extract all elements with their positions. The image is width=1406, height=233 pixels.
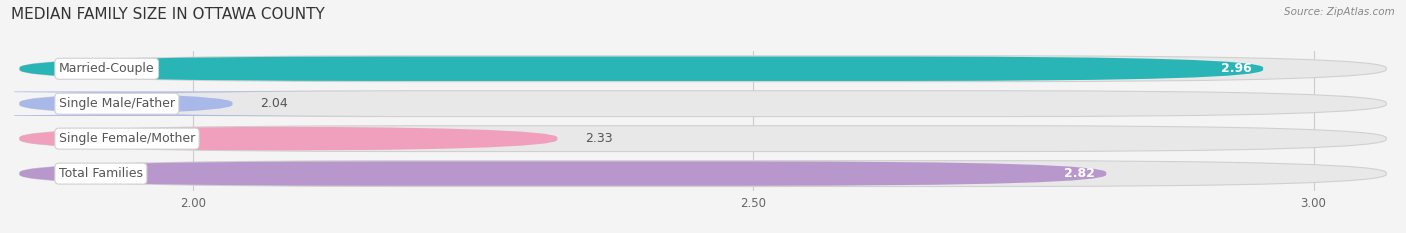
Text: Married-Couple: Married-Couple [59, 62, 155, 75]
Text: Total Families: Total Families [59, 167, 143, 180]
Text: Single Female/Mother: Single Female/Mother [59, 132, 195, 145]
Text: 2.33: 2.33 [585, 132, 613, 145]
FancyBboxPatch shape [20, 126, 1386, 152]
FancyBboxPatch shape [20, 56, 1386, 82]
FancyBboxPatch shape [20, 91, 1386, 117]
Text: 2.96: 2.96 [1222, 62, 1251, 75]
FancyBboxPatch shape [20, 161, 1386, 187]
FancyBboxPatch shape [20, 126, 557, 151]
Text: Single Male/Father: Single Male/Father [59, 97, 174, 110]
FancyBboxPatch shape [0, 92, 378, 116]
FancyBboxPatch shape [20, 161, 1107, 186]
FancyBboxPatch shape [20, 57, 1263, 81]
Text: Source: ZipAtlas.com: Source: ZipAtlas.com [1284, 7, 1395, 17]
Text: 2.04: 2.04 [260, 97, 288, 110]
Text: 2.82: 2.82 [1064, 167, 1095, 180]
Text: MEDIAN FAMILY SIZE IN OTTAWA COUNTY: MEDIAN FAMILY SIZE IN OTTAWA COUNTY [11, 7, 325, 22]
